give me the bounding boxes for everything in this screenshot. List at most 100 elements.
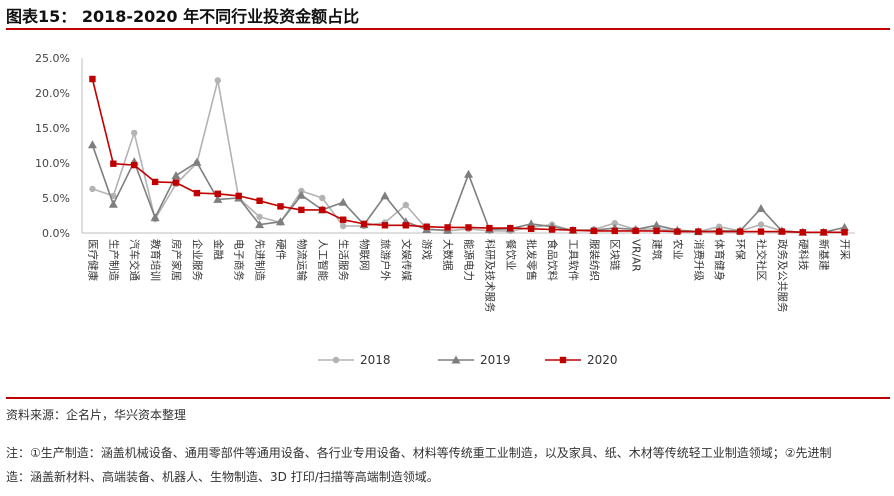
x-tick-label: 服装纺织 (588, 239, 601, 281)
y-tick-label: 20.0% (35, 87, 70, 100)
x-tick-label: 物联网 (358, 239, 371, 271)
series-line-2018 (92, 79, 845, 234)
x-tick-label: 医疗健康 (86, 239, 99, 281)
data-point-2019 (192, 157, 202, 166)
data-point-2020 (820, 229, 827, 236)
data-point-2020 (193, 189, 201, 197)
x-tick-label: 先进制造 (254, 239, 267, 281)
data-point-2020 (214, 190, 221, 197)
data-point-2020 (110, 160, 117, 167)
x-tick-label: 新基建 (818, 239, 831, 271)
data-point-2020 (757, 228, 765, 235)
data-point-2019 (255, 220, 265, 229)
data-point-2019 (150, 213, 160, 222)
source-note: 资料来源：企名片，华兴资本整理 (6, 408, 187, 422)
x-tick-label: 汽车交通 (128, 239, 141, 281)
x-tick-label: 开采 (839, 239, 851, 260)
x-tick-label: 电子商务 (233, 239, 246, 281)
footnote: 注：①生产制造：涵盖机械设备、通用零部件等通用设备、各行业专用设备、材料等传统重… (6, 441, 890, 489)
data-point-2019 (464, 169, 473, 178)
figure-title: 图表15： 2018-2020 年不同行业投资金额占比 (6, 7, 360, 26)
data-point-2018 (757, 221, 765, 228)
data-point-2019 (296, 190, 306, 199)
data-point-2020 (402, 222, 410, 229)
x-tick-label: 金融 (212, 239, 225, 260)
x-tick-label: 环保 (734, 239, 747, 260)
legend-item-2018: 2018 (318, 353, 391, 367)
data-point-2018 (131, 129, 138, 137)
data-point-2019 (526, 219, 536, 228)
legend-label: 2020 (587, 353, 618, 367)
data-point-2020 (611, 227, 618, 235)
series-2020 (89, 75, 848, 236)
x-tick-label: 区块链 (609, 239, 622, 271)
data-point-2018 (214, 77, 221, 84)
data-point-2018 (402, 201, 410, 209)
data-point-2020 (674, 228, 681, 235)
data-point-2020 (235, 192, 242, 200)
data-point-2020 (778, 228, 786, 235)
footnote-line-2: 造：涵盖新材料、高端装备、机器人、生物制造、3D 打印/扫描等高端制造领域。 (6, 470, 439, 484)
data-point-2020 (151, 178, 159, 186)
data-point-2020 (339, 216, 347, 223)
line-chart: 0.0% 5.0% 10.0% 15.0% 20.0% 25.0% 医疗健康 生产制造 汽车交通… (35, 52, 855, 367)
x-tick-label: 政务及公共服务 (776, 239, 789, 313)
data-point-2020 (131, 161, 138, 169)
x-tick-label: 生活服务 (337, 239, 350, 281)
x-tick-label: 生产制造 (107, 239, 120, 281)
data-point-2019 (213, 194, 223, 203)
x-tick-label: 文娱传媒 (400, 239, 413, 281)
x-tick-label: VR/AR (630, 239, 642, 272)
legend-swatch-marker (559, 356, 567, 364)
data-point-2020 (548, 226, 556, 233)
data-point-2020 (590, 227, 598, 235)
data-point-2019 (652, 220, 662, 229)
y-tick-label: 15.0% (35, 122, 70, 135)
data-point-2020 (423, 223, 430, 230)
y-tick-label: 10.0% (35, 157, 70, 170)
bottom-rule (6, 397, 890, 399)
data-point-2020 (277, 203, 284, 210)
x-tick-label: 能源电力 (463, 239, 476, 281)
data-point-2019 (87, 140, 97, 149)
data-point-2018 (89, 185, 96, 193)
x-tick-label: 物流运输 (295, 239, 308, 281)
data-point-2020 (256, 197, 263, 204)
data-point-2019 (380, 191, 390, 200)
x-tick-label: 旅游户外 (379, 239, 392, 281)
data-point-2020 (444, 224, 451, 231)
legend-swatch-marker (332, 356, 340, 364)
data-point-2020 (507, 224, 514, 232)
x-tick-label: 建筑 (651, 239, 664, 260)
x-tick-label: 硬科技 (797, 239, 810, 271)
data-point-2020 (527, 225, 535, 232)
data-point-2020 (799, 229, 806, 236)
data-point-2019 (171, 171, 181, 180)
y-tick-label: 5.0% (42, 192, 70, 205)
legend-label: 2019 (480, 353, 511, 367)
data-point-2018 (319, 194, 326, 202)
x-tick-label: 餐饮业 (504, 239, 517, 271)
data-point-2020 (569, 227, 577, 234)
legend-item-2019: 2019 (438, 353, 511, 367)
x-tick-label: 体育健身 (713, 239, 726, 281)
title-rule (6, 28, 890, 30)
data-point-2020 (632, 227, 639, 235)
data-point-2020 (381, 222, 389, 229)
y-tick-label: 0.0% (42, 227, 70, 240)
data-point-2020 (89, 75, 96, 83)
x-tick-label: 消费升级 (692, 239, 705, 281)
x-tick-label: 游戏 (421, 239, 434, 260)
series-2018 (89, 77, 848, 236)
x-tick-label: 企业服务 (191, 239, 204, 281)
data-point-2020 (841, 229, 848, 236)
footnote-line-1: 注：①生产制造：涵盖机械设备、通用零部件等通用设备、各行业专用设备、材料等传统重… (6, 446, 832, 460)
data-point-2020 (172, 179, 180, 186)
axes: 0.0% 5.0% 10.0% 15.0% 20.0% 25.0% 医疗健康 生产制造 汽车交通… (35, 52, 855, 313)
data-point-2020 (319, 206, 326, 214)
data-point-2020 (486, 224, 493, 232)
data-point-2020 (465, 224, 472, 231)
x-tick-label: 社交社区 (755, 239, 768, 281)
data-point-2020 (716, 228, 723, 235)
data-point-2020 (360, 220, 368, 228)
